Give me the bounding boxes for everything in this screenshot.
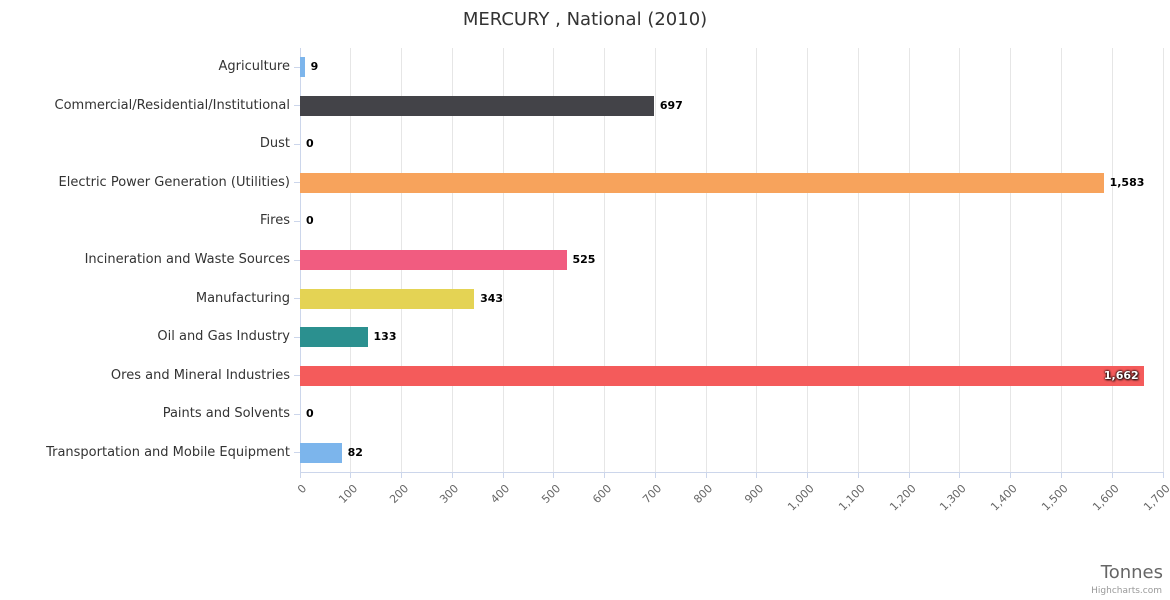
bar[interactable] bbox=[300, 95, 654, 116]
gridline bbox=[1162, 48, 1164, 472]
category-tick bbox=[294, 143, 300, 145]
category-tick bbox=[294, 413, 300, 415]
value-axis-tick bbox=[451, 472, 453, 478]
category-label: Ores and Mineral Industries bbox=[110, 367, 290, 383]
bar[interactable] bbox=[300, 57, 305, 78]
value-axis-tick bbox=[1162, 472, 1164, 478]
tick-label-text: 200 bbox=[386, 482, 411, 507]
value-axis-tick bbox=[401, 472, 403, 478]
bar[interactable] bbox=[300, 327, 368, 348]
tick-label-text: 1,400 bbox=[988, 482, 1020, 514]
category-label: Manufacturing bbox=[195, 290, 290, 306]
tick-label-text: 400 bbox=[488, 482, 513, 507]
tick-label-text: 300 bbox=[437, 482, 462, 507]
category-label: Paints and Solvents bbox=[162, 406, 290, 422]
highcharts-credit-link[interactable]: Highcharts.com bbox=[1091, 586, 1162, 596]
value-axis-title: Tonnes bbox=[1100, 562, 1163, 583]
value-axis-tick bbox=[756, 472, 758, 478]
bar[interactable] bbox=[300, 288, 475, 309]
value-axis-tick bbox=[350, 472, 352, 478]
tick-label-text: 0 bbox=[295, 482, 310, 497]
gridline bbox=[908, 48, 910, 472]
value-axis-tick bbox=[502, 472, 504, 478]
category-tick bbox=[294, 259, 300, 261]
tick-label-text: 900 bbox=[742, 482, 767, 507]
gridline bbox=[756, 48, 758, 472]
gridline bbox=[1060, 48, 1062, 472]
category-tick bbox=[294, 220, 300, 222]
category-tick bbox=[294, 452, 300, 454]
category-label: Transportation and Mobile Equipment bbox=[46, 444, 290, 460]
category-tick bbox=[294, 375, 300, 377]
chart-title: MERCURY , National (2010) bbox=[462, 9, 708, 30]
bar-value-label: 1,583 bbox=[1109, 175, 1145, 189]
tick-label-text: 600 bbox=[589, 482, 614, 507]
category-label: Agriculture bbox=[218, 59, 291, 75]
value-axis-tick bbox=[553, 472, 555, 478]
category-label: Commercial/Residential/Institutional bbox=[54, 97, 291, 113]
bar-value-label: 343 bbox=[480, 291, 504, 305]
bar[interactable] bbox=[300, 250, 567, 270]
bar[interactable] bbox=[300, 365, 1144, 386]
bar[interactable] bbox=[300, 172, 1104, 193]
gridline bbox=[1111, 48, 1113, 472]
tick-label-text: 1,200 bbox=[886, 482, 919, 514]
tick-label-text: 100 bbox=[335, 482, 360, 507]
bar-value-label: 133 bbox=[373, 330, 397, 344]
value-axis-tick bbox=[857, 472, 859, 478]
tick-label-text: 800 bbox=[691, 482, 716, 507]
value-axis-line bbox=[300, 472, 1163, 473]
bar-value-label: 697 bbox=[659, 98, 683, 112]
category-tick bbox=[294, 66, 300, 68]
value-axis-tick bbox=[807, 472, 809, 478]
category-label: Incineration and Waste Sources bbox=[84, 252, 290, 267]
category-tick bbox=[294, 298, 300, 300]
value-axis-tick bbox=[654, 472, 656, 478]
bar-value-label: 0 bbox=[306, 137, 314, 151]
value-axis-tick bbox=[705, 472, 707, 478]
tick-label-text: 700 bbox=[640, 482, 665, 507]
category-tick bbox=[294, 182, 300, 184]
category-tick bbox=[294, 336, 300, 338]
bar-value-label: 1,662 bbox=[1103, 368, 1139, 382]
tick-label-text: 1,700 bbox=[1140, 482, 1170, 514]
gridline bbox=[807, 48, 809, 472]
tick-label-text: 1,000 bbox=[785, 482, 817, 514]
value-axis-tick bbox=[299, 472, 301, 478]
gridline bbox=[654, 48, 656, 472]
category-label: Dust bbox=[259, 136, 290, 152]
bar-value-label: 0 bbox=[306, 214, 314, 228]
value-axis-tick bbox=[604, 472, 606, 478]
category-label: Electric Power Generation (Utilities) bbox=[58, 174, 290, 190]
category-label: Fires bbox=[260, 213, 290, 229]
gridline bbox=[959, 48, 961, 472]
tick-label-text: 1,600 bbox=[1089, 482, 1122, 514]
tick-label-text: 1,500 bbox=[1039, 482, 1071, 514]
gridline bbox=[604, 48, 606, 472]
bar-value-label: 525 bbox=[572, 253, 596, 266]
tick-label-text: 1,300 bbox=[937, 482, 970, 514]
value-axis-tick bbox=[1060, 472, 1062, 478]
gridline bbox=[705, 48, 707, 472]
category-tick bbox=[294, 105, 300, 107]
value-axis-tick bbox=[1111, 472, 1113, 478]
value-axis-tick bbox=[908, 472, 910, 478]
bar-value-label: 82 bbox=[347, 445, 363, 459]
bar-value-label: 0 bbox=[306, 407, 314, 421]
tick-label-text: 500 bbox=[538, 482, 564, 507]
bar-value-label: 9 bbox=[310, 60, 319, 74]
gridline bbox=[857, 48, 859, 472]
gridline bbox=[1010, 48, 1012, 472]
value-axis-tick bbox=[959, 472, 961, 478]
tick-label-text: 1,100 bbox=[836, 482, 868, 514]
category-label: Oil and Gas Industry bbox=[157, 329, 290, 345]
value-axis-tick bbox=[1010, 472, 1012, 478]
bar[interactable] bbox=[300, 442, 342, 463]
